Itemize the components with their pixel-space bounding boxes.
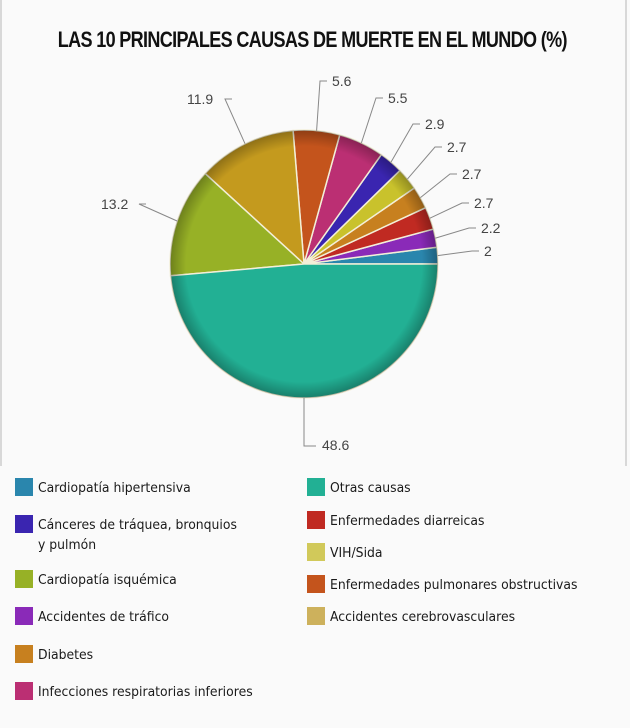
legend-item-accidentes-trafico[interactable]: Accidentes de tráfico [15,607,180,627]
legend-label: Accidentes cerebrovasculares [330,609,516,625]
legend-swatch [15,570,33,588]
legend-item-otras-causas[interactable]: Otras causas [307,478,418,498]
data-label: 5.6 [332,73,352,89]
legend-label: Cardiopatía isquémica [38,572,177,588]
legend-item-enfermedades-diarreicas[interactable]: Enfermedades diarreicas [307,511,498,531]
leader-line [429,202,469,219]
legend-swatch [15,515,33,533]
leader-line [316,80,327,131]
legend-item-vih-sida[interactable]: VIH/Sida [307,543,387,563]
data-label: 2 [484,243,492,259]
leader-line [303,398,316,447]
legend-label: Cardiopatía hipertensiva [38,480,191,496]
leader-line [390,123,420,163]
data-label: 2.7 [462,166,482,182]
legend-swatch [307,511,325,529]
legend-swatch [15,645,33,663]
data-label: 2.7 [447,139,467,155]
data-label: 2.9 [425,116,445,132]
leader-line [420,173,457,198]
legend-label: Accidentes de tráfico [38,609,170,625]
legend-label: Enfermedades pulmonares obstructivas [330,577,578,593]
legend-label: Diabetes [38,647,94,663]
legend-swatch [307,575,325,593]
data-label: 13.2 [101,196,128,212]
legend-swatch [307,543,325,561]
legend-item-accidentes-cerebrovasculares[interactable]: Accidentes cerebrovasculares [307,607,531,627]
pie-slice[interactable] [169,263,439,399]
legend-item-cardiopatia-isquemica[interactable]: Cardiopatía isquémica [15,570,189,590]
legend-label: Infecciones respiratorias inferiores [38,684,253,700]
legend-swatch [307,478,325,496]
leader-line [407,146,442,180]
chart-title: LAS 10 PRINCIPALES CAUSAS DE MUERTE EN E… [57,27,568,52]
leader-line [360,97,383,144]
data-label: 2.7 [474,195,494,211]
legend-label: VIH/Sida [330,545,383,561]
data-label: 5.5 [388,90,408,106]
legend-item-cardiopatia-hipertensiva[interactable]: Cardiopatía hipertensiva [15,478,204,498]
legend-item-canceres[interactable]: Cánceres de tráquea, bronquios y pulmón [15,515,254,555]
legend-label: Cánceres de tráquea, bronquios y pulmón [38,517,237,553]
pie-chart: 22.22.72.72.72.95.55.611.913.248.6 [101,73,501,453]
legend-swatch [15,478,33,496]
leader-line [437,250,479,257]
legend-item-infecciones[interactable]: Infecciones respiratorias inferiores [15,682,271,702]
leader-line [138,203,178,222]
leader-line [435,227,476,239]
legend-swatch [15,682,33,700]
legend-swatch [15,607,33,625]
data-label: 11.9 [187,91,213,107]
legend-item-diabetes[interactable]: Diabetes [15,645,98,665]
legend-label: Enfermedades diarreicas [330,513,485,529]
data-label: 48.6 [322,437,349,453]
legend-swatch [307,607,325,625]
legend-item-epoc[interactable]: Enfermedades pulmonares obstructivas [307,575,599,595]
data-label: 2.2 [481,220,501,236]
leader-line [224,98,246,144]
chart-frame [0,0,627,466]
legend-label: Otras causas [330,480,411,496]
